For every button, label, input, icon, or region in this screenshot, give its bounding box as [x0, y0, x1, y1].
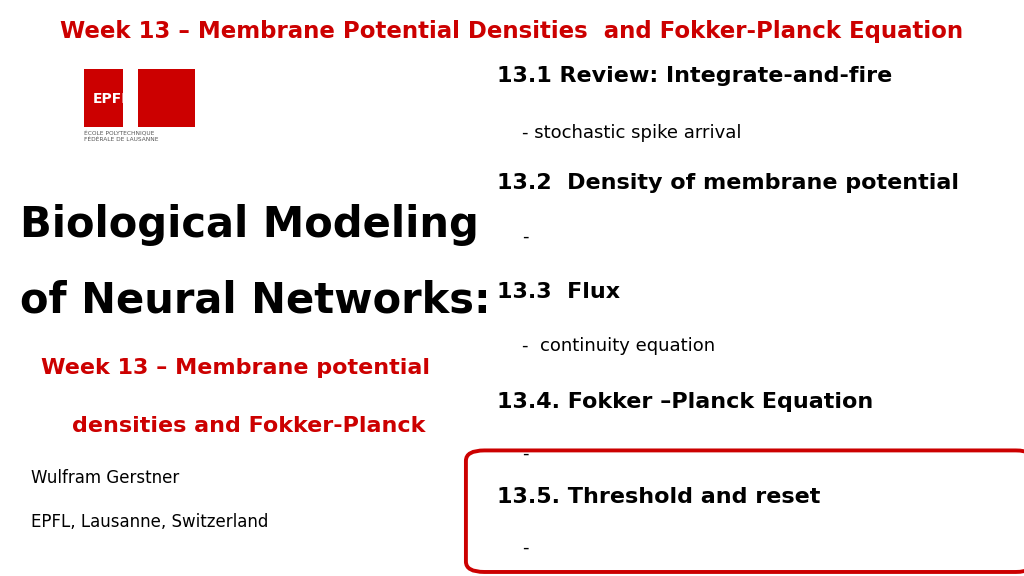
Text: -  continuity equation: - continuity equation	[522, 337, 716, 355]
FancyBboxPatch shape	[84, 69, 123, 127]
Text: EPFL: EPFL	[92, 92, 131, 106]
Text: -: -	[522, 445, 528, 463]
Text: densities and Fokker-Planck: densities and Fokker-Planck	[72, 416, 425, 436]
Text: 13.2  Density of membrane potential: 13.2 Density of membrane potential	[497, 173, 958, 193]
Text: -: -	[522, 539, 528, 556]
Text: Week 13 – Membrane Potential Densities  and Fokker-Planck Equation: Week 13 – Membrane Potential Densities a…	[60, 20, 964, 43]
Text: Wulfram Gerstner: Wulfram Gerstner	[31, 469, 179, 487]
Text: 13.3  Flux: 13.3 Flux	[497, 282, 620, 302]
FancyBboxPatch shape	[466, 450, 1024, 572]
Text: 13.1 Review: Integrate-and-fire: 13.1 Review: Integrate-and-fire	[497, 66, 892, 86]
Text: Biological Modeling: Biological Modeling	[20, 204, 479, 247]
Text: of Neural Networks:: of Neural Networks:	[20, 279, 492, 321]
Text: - stochastic spike arrival: - stochastic spike arrival	[522, 124, 741, 142]
Text: -: -	[522, 228, 528, 245]
FancyBboxPatch shape	[138, 69, 195, 127]
Text: Week 13 – Membrane potential: Week 13 – Membrane potential	[41, 358, 430, 378]
FancyBboxPatch shape	[81, 66, 198, 130]
Text: EPFL, Lausanne, Switzerland: EPFL, Lausanne, Switzerland	[31, 513, 268, 530]
Text: ÉCOLE POLYTECHNIQUE
FÉDÉRALE DE LAUSANNE: ÉCOLE POLYTECHNIQUE FÉDÉRALE DE LAUSANNE	[84, 130, 159, 142]
Text: 13.4. Fokker –Planck Equation: 13.4. Fokker –Planck Equation	[497, 392, 872, 412]
Text: 13.5. Threshold and reset: 13.5. Threshold and reset	[497, 487, 820, 507]
